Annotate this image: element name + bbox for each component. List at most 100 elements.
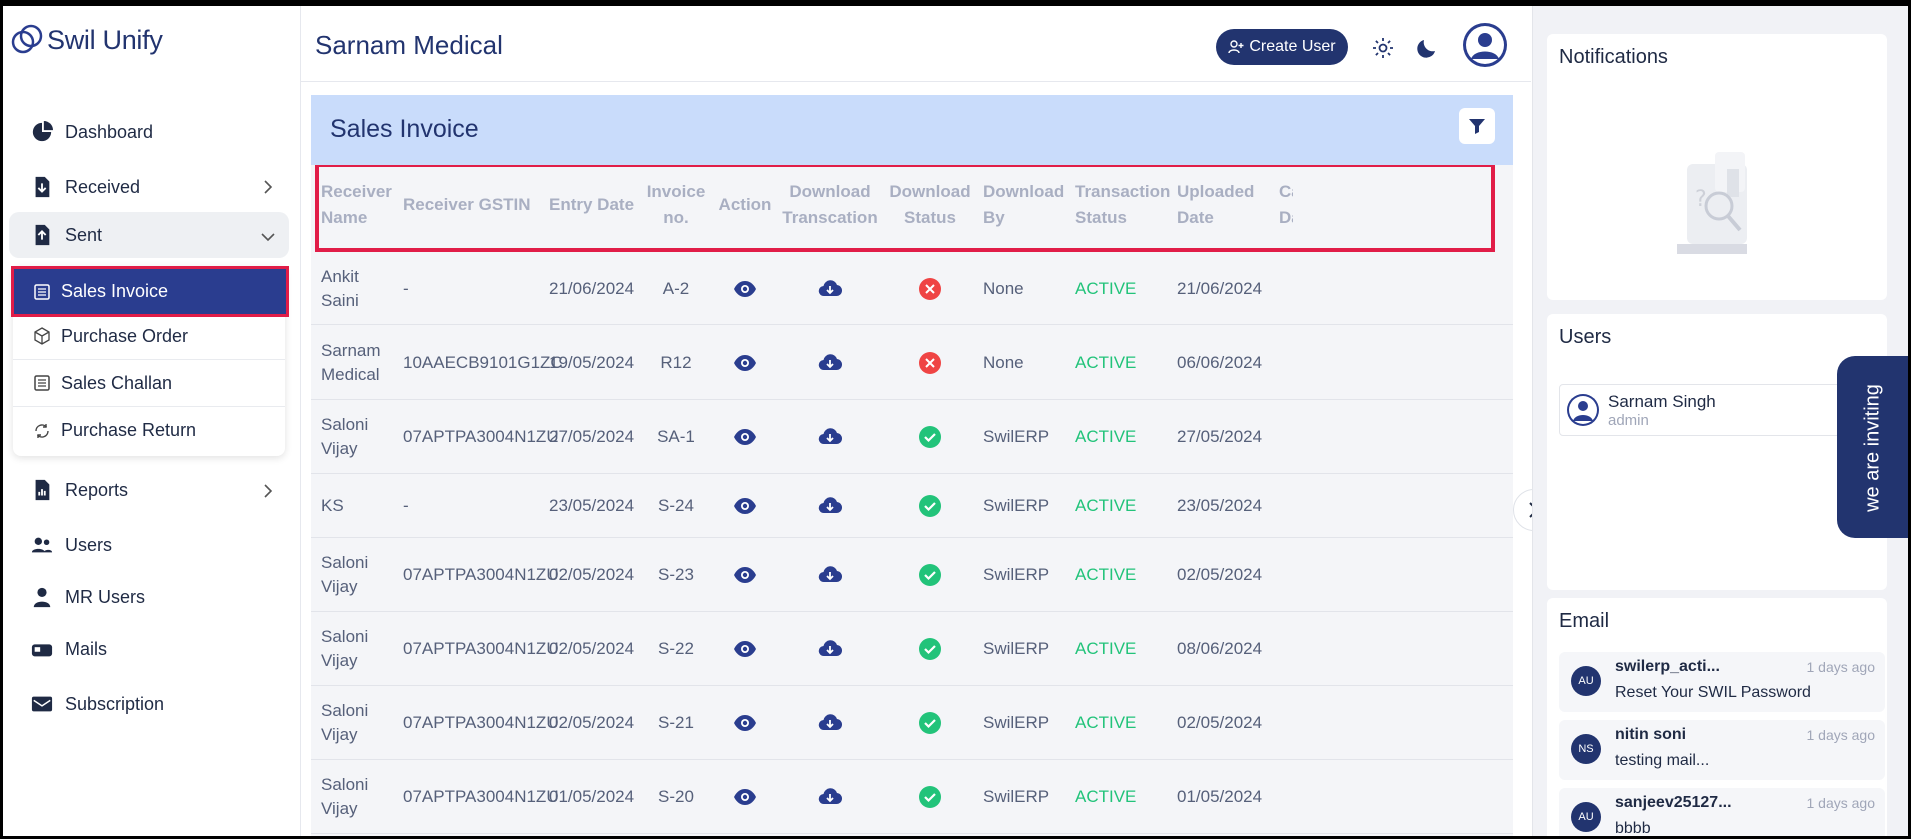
email-avatar: AU (1571, 802, 1601, 832)
eye-icon (734, 715, 756, 731)
cloud-download-icon (818, 280, 843, 297)
topbar: Sarnam Medical Create User (301, 6, 1531, 82)
user-role: admin (1608, 411, 1649, 429)
eye-icon (734, 429, 756, 445)
view-action-button[interactable] (733, 563, 757, 594)
dark-mode-icon[interactable] (1415, 36, 1439, 60)
cell-receiver-name: Saloni Vijay (321, 415, 369, 458)
eye-icon (734, 498, 756, 514)
column-header[interactable]: Download Transcation (782, 182, 878, 227)
cell-receiver-name: Saloni Vijay (321, 627, 369, 670)
cell-entry-date: 27/05/2024 (549, 427, 635, 446)
column-header[interactable]: Transaction Status (1075, 182, 1171, 227)
table-row[interactable]: Saloni Vijay 07APTPA3004N1ZU 02/05/2024 S-2… (311, 538, 1513, 612)
column-header[interactable]: Download Status (889, 182, 971, 227)
submenu-item-purchase-order[interactable]: Purchase Order (13, 313, 285, 360)
cell-download-by: SwilERP (983, 496, 1050, 515)
email-item[interactable]: AU swilerp_acti... 1 days ago Reset Your… (1559, 652, 1885, 712)
filter-button[interactable] (1459, 108, 1495, 144)
submenu-item-sales-invoice[interactable]: Sales Invoice (11, 266, 289, 317)
pie-chart-icon (32, 121, 53, 142)
download-status-icon (918, 785, 942, 816)
cell-entry-date: 01/05/2024 (549, 787, 635, 806)
refresh-icon (35, 423, 49, 438)
page-title: Sarnam Medical (315, 30, 503, 60)
download-transaction-button[interactable] (818, 425, 843, 456)
view-action-button[interactable] (733, 711, 757, 742)
submenu-item-label: Purchase Order (61, 325, 189, 346)
cell-entry-date: 23/05/2024 (549, 496, 635, 515)
email-avatar: AU (1571, 666, 1601, 696)
logo-icon (11, 24, 43, 54)
column-header[interactable]: Entry Date (549, 195, 635, 214)
submenu-item-sales-challan[interactable]: Sales Challan (13, 360, 285, 407)
invoice-icon (34, 375, 50, 391)
download-transaction-button[interactable] (818, 277, 843, 308)
email-item[interactable]: NS nitin soni 1 days ago testing mail... (1559, 720, 1885, 780)
download-transaction-button[interactable] (818, 711, 843, 742)
download-transaction-button[interactable] (818, 351, 843, 382)
download-transaction-button[interactable] (818, 637, 843, 668)
view-action-button[interactable] (733, 637, 757, 668)
submenu-item-label: Sales Invoice (61, 281, 169, 301)
users-title: Users (1559, 326, 1612, 348)
cell-uploaded-date: 02/05/2024 (1177, 565, 1263, 584)
column-header[interactable]: Invoice no. (646, 182, 706, 227)
chevron-right-icon[interactable] (261, 484, 275, 498)
success-icon (919, 712, 941, 734)
submenu-item-purchase-return[interactable]: Purchase Return (13, 407, 285, 454)
column-header[interactable]: Receiver Name (321, 182, 392, 227)
sidebar-item-subscription[interactable]: Subscription (31, 689, 164, 719)
cell-transaction-status: ACTIVE (1075, 639, 1137, 658)
download-transaction-button[interactable] (818, 785, 843, 816)
cell-transaction-status: ACTIVE (1075, 496, 1137, 515)
table-row[interactable]: Saloni Vijay 07APTPA3004N1ZU 27/05/2024 SA-… (311, 400, 1513, 474)
empty-notifications-illustration: ? (1677, 152, 1747, 254)
table-row[interactable]: KS - 23/05/2024 S-24 SwilERP ACTIVE 23/05/2024 (311, 474, 1513, 538)
invite-tab[interactable]: we are inviting (1837, 356, 1908, 538)
view-action-button[interactable] (733, 277, 757, 308)
logo[interactable]: Swil Unify (11, 24, 163, 56)
user-list-item[interactable]: Sarnam Singh admin (1559, 384, 1859, 436)
sidebar-item-label: MR Users (65, 586, 145, 607)
eye-icon (734, 567, 756, 583)
header-highlight-outline (315, 165, 1495, 252)
cell-gstin: - (403, 496, 409, 515)
sidebar-item-reports[interactable]: Reports (31, 475, 128, 505)
user-avatar-icon (1567, 394, 1599, 426)
table-row[interactable]: Sarnam Medical 10AAECB9101G1ZC 19/05/2024 R… (311, 325, 1513, 400)
view-action-button[interactable] (733, 785, 757, 816)
table-row[interactable]: Saloni Vijay 07APTPA3004N1ZU 02/05/2024 S-2… (311, 686, 1513, 760)
sidebar-item-users[interactable]: Users (31, 530, 112, 560)
settings-icon[interactable] (1371, 36, 1395, 60)
cell-download-by: SwilERP (983, 787, 1050, 806)
table-row[interactable]: Ankit Saini - 21/06/2024 A-2 None ACTIVE 21/06… (311, 253, 1513, 325)
chevron-down-icon[interactable] (261, 230, 275, 244)
download-transaction-button[interactable] (818, 494, 843, 525)
create-user-button[interactable]: Create User (1216, 29, 1348, 65)
table-row[interactable]: Saloni Vijay 07APTPA3004N1ZU 01/05/2024 S-2… (311, 760, 1513, 834)
column-header[interactable]: Action (718, 195, 772, 214)
column-header[interactable]: Receiver GSTIN (403, 195, 531, 214)
view-action-button[interactable] (733, 351, 757, 382)
sidebar-item-dashboard[interactable]: Dashboard (31, 117, 153, 147)
view-action-button[interactable] (733, 494, 757, 525)
column-header[interactable]: Ca Da (1279, 182, 1293, 227)
success-icon (919, 638, 941, 660)
chevron-right-icon[interactable] (261, 180, 275, 194)
logo-text: Swil Unify (47, 24, 163, 55)
invoice-icon (34, 283, 50, 300)
user-avatar[interactable] (1463, 23, 1507, 67)
column-header[interactable]: Uploaded Date (1177, 182, 1255, 227)
download-transaction-button[interactable] (818, 563, 843, 594)
cell-receiver-name: Saloni Vijay (321, 553, 369, 596)
sidebar-item-mr-users[interactable]: MR Users (31, 582, 145, 612)
column-header[interactable]: Download By (983, 182, 1065, 227)
table-row[interactable]: Saloni Vijay 07APTPA3004N1ZU 02/05/2024 S-2… (311, 612, 1513, 686)
email-item[interactable]: AU sanjeev25127... 1 days ago bbbb (1559, 788, 1885, 836)
sidebar-item-sent[interactable]: Sent (31, 220, 102, 250)
sidebar-item-mails[interactable]: Mails (31, 634, 107, 664)
submenu-item-label: Sales Challan (61, 372, 173, 393)
sidebar-item-received[interactable]: Received (31, 172, 140, 202)
view-action-button[interactable] (733, 425, 757, 456)
